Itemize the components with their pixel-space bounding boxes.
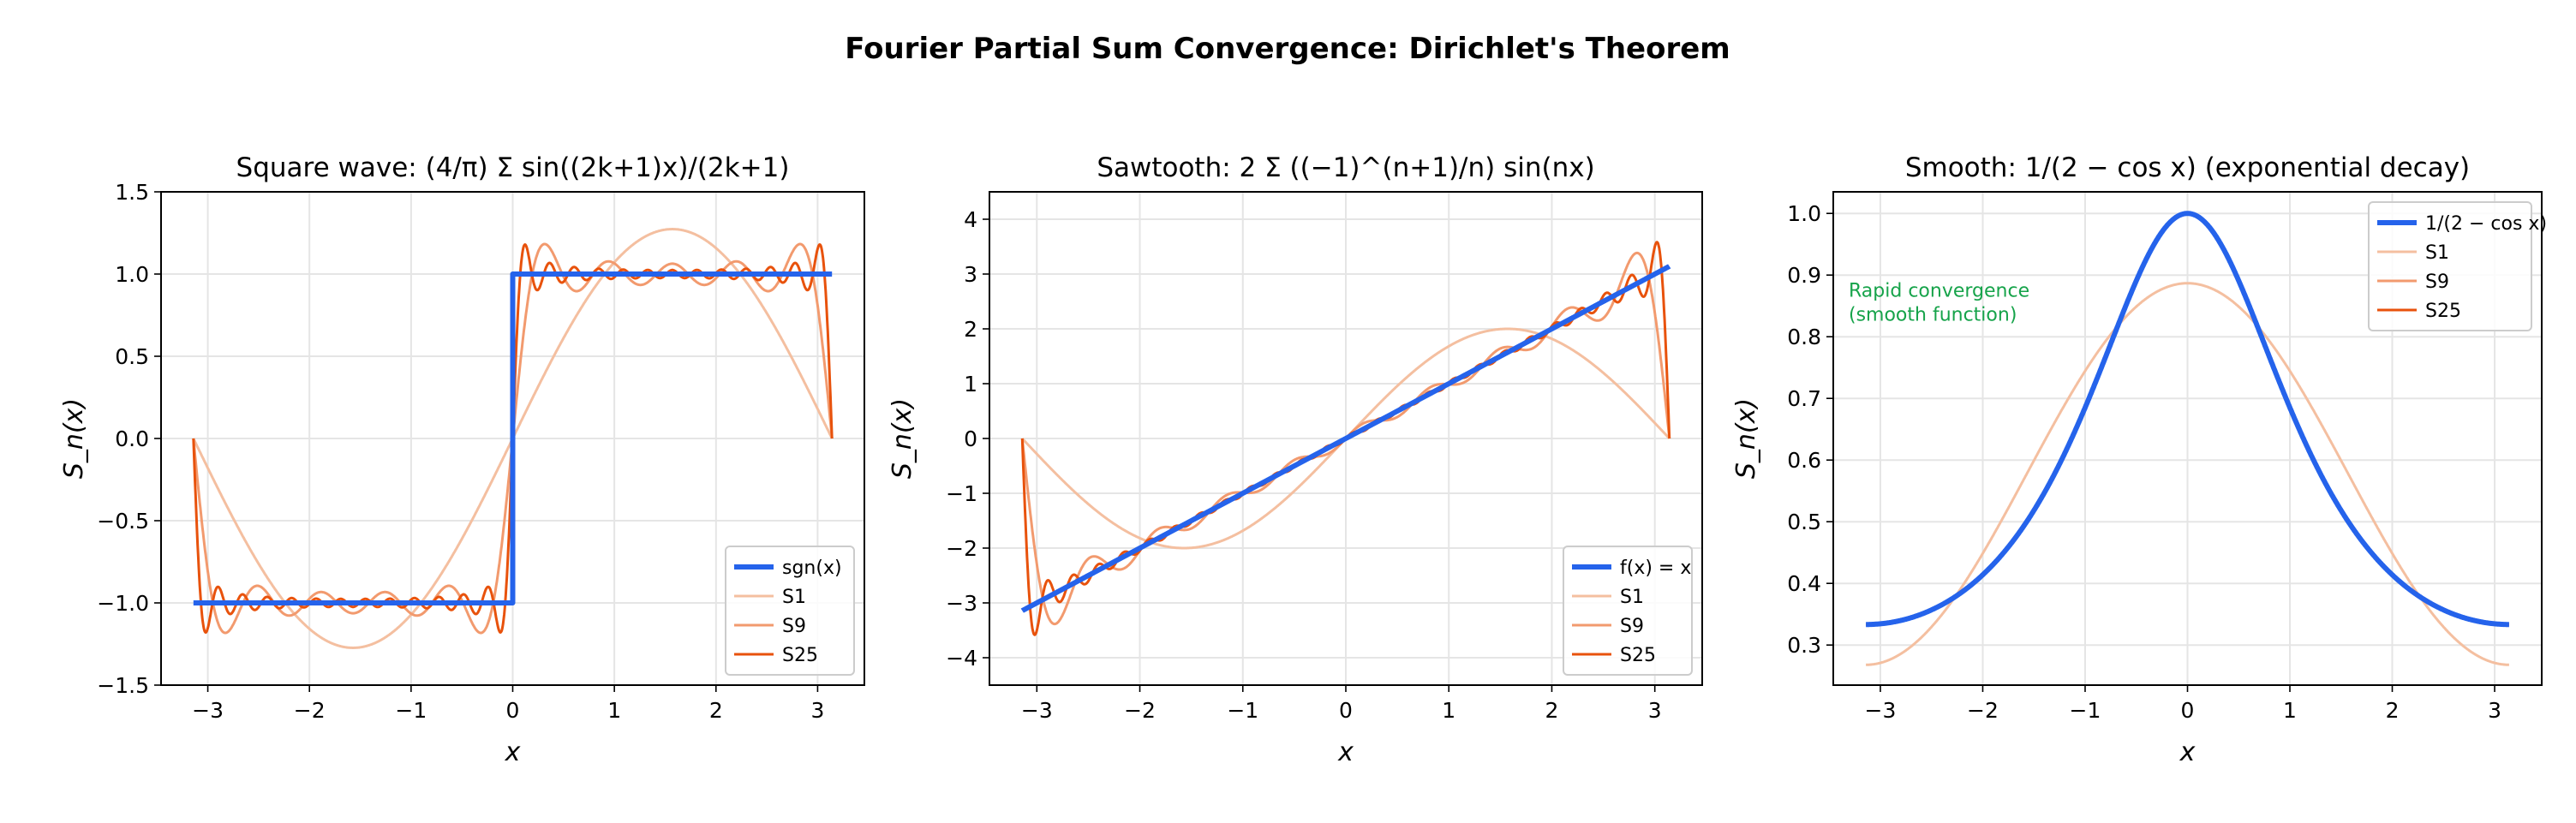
y-tick-label: 1.0 [1787, 201, 1821, 226]
subplot-title: Square wave: (4/π) Σ sin((2k+1)x)/(2k+1) [236, 152, 790, 183]
x-tick-label: 3 [2488, 698, 2501, 723]
legend-label: S1 [1620, 587, 1644, 608]
legend: 1/(2 − cos x) S1 S9 S25 [2368, 201, 2547, 331]
y-tick-label: 0 [964, 426, 977, 451]
legend-label: S25 [1620, 645, 1656, 666]
y-axis-label: S_n(x) [888, 398, 917, 479]
y-tick-label: 0.3 [1787, 633, 1821, 658]
x-tick-label: −2 [294, 698, 326, 723]
y-tick-label: 1 [964, 372, 977, 397]
y-tick-label: 0.7 [1787, 386, 1821, 411]
series-line-target [1019, 264, 1672, 613]
annotation-text: Rapid convergence [1849, 280, 2029, 301]
legend-label: S9 [2425, 271, 2449, 293]
legend-label: S25 [782, 645, 818, 666]
x-tick-label: 1 [607, 698, 621, 723]
y-tick-label: 2 [964, 317, 977, 342]
x-tick-label: −1 [1227, 698, 1258, 723]
y-tick-label: −1 [946, 481, 977, 506]
y-tick-label: 0.5 [1787, 510, 1821, 534]
axes-frame [989, 191, 1703, 686]
x-tick-label: 0 [1339, 698, 1353, 723]
x-tick-label: −3 [1865, 698, 1897, 723]
subplot-title: Smooth: 1/(2 − cos x) (exponential decay… [1905, 152, 2470, 183]
x-tick-label: −1 [395, 698, 427, 723]
figure-title: Fourier Partial Sum Convergence: Dirichl… [845, 32, 1730, 66]
series-line-S1 [1865, 282, 2510, 666]
series-line-target [191, 271, 834, 605]
y-tick-label: −4 [946, 646, 977, 671]
y-tick-label: 0.6 [1787, 448, 1821, 473]
x-tick-label: −1 [2070, 698, 2101, 723]
x-axis-label: x [505, 737, 521, 767]
subplot-3: −3 −2 −1 0 1 2 3 0.3 0.4 0.5 0.6 0.7 0.8 0.9 1.0 Smooth… [1731, 152, 2547, 767]
legend-label: S1 [2425, 242, 2449, 264]
y-tick-label: −1.0 [97, 591, 149, 616]
subplot-title: Sawtooth: 2 Σ ((−1)^(n+1)/n) sin(nx) [1097, 152, 1594, 183]
x-tick-label: 2 [1545, 698, 1559, 723]
legend-label: f(x) = x [1620, 558, 1691, 579]
x-tick-label: 0 [506, 698, 520, 723]
x-tick-label: 2 [709, 698, 723, 723]
x-tick-label: 0 [2181, 698, 2195, 723]
y-tick-label: −2 [946, 536, 977, 561]
y-tick-label: 1.5 [115, 180, 149, 205]
subplot-2: −3 −2 −1 0 1 2 3 −4 −3 −2 −1 0 1 2 3 4 Sawtooth: 2 Σ ((−… [888, 152, 1703, 767]
y-tick-label: 0.9 [1787, 263, 1821, 288]
series-line-target [1863, 211, 2512, 628]
legend-label: S25 [2425, 301, 2461, 322]
legend-box [2368, 201, 2532, 331]
legend-label: S9 [1620, 616, 1644, 637]
x-tick-label: −3 [1021, 698, 1053, 723]
legend-box [725, 546, 855, 676]
axes-frame [160, 191, 865, 686]
x-tick-label: −2 [1124, 698, 1156, 723]
y-tick-label: 0.4 [1787, 571, 1821, 596]
y-tick-label: 3 [964, 262, 977, 287]
x-tick-label: −3 [192, 698, 224, 723]
y-tick-label: 0.0 [115, 426, 149, 451]
y-axis-label: S_n(x) [1731, 398, 1761, 479]
y-tick-label: −1.5 [97, 673, 149, 698]
subplot-1: −3 −2 −1 0 1 2 3 −1.5 −1.0 −0.5 0.0 0.5 1.0 1.5 Square… [59, 152, 865, 767]
legend-box [1563, 546, 1693, 676]
legend-label: sgn(x) [782, 558, 842, 579]
x-tick-label: 2 [2386, 698, 2400, 723]
legend-label: S1 [782, 587, 806, 608]
x-tick-label: 3 [810, 698, 824, 723]
legend-label: 1/(2 − cos x) [2425, 213, 2547, 235]
legend-label: S9 [782, 616, 806, 637]
y-tick-label: 1.0 [115, 262, 149, 287]
x-tick-label: 1 [2283, 698, 2297, 723]
x-axis-label: x [1337, 737, 1354, 767]
legend: sgn(x) S1 S9 S25 [725, 546, 855, 676]
y-tick-label: 4 [964, 207, 977, 232]
y-tick-label: −3 [946, 591, 977, 616]
y-tick-label: −0.5 [97, 509, 149, 534]
legend: f(x) = x S1 S9 S25 [1563, 546, 1693, 676]
annotation-text: (smooth function) [1849, 304, 2017, 325]
x-tick-label: 3 [1648, 698, 1662, 723]
y-tick-label: 0.8 [1787, 325, 1821, 349]
y-axis-label: S_n(x) [59, 398, 89, 479]
axes-frame [1832, 191, 2543, 686]
x-tick-label: 1 [1442, 698, 1455, 723]
y-tick-label: 0.5 [115, 344, 149, 369]
x-axis-label: x [2179, 737, 2196, 767]
x-tick-label: −2 [1967, 698, 1999, 723]
